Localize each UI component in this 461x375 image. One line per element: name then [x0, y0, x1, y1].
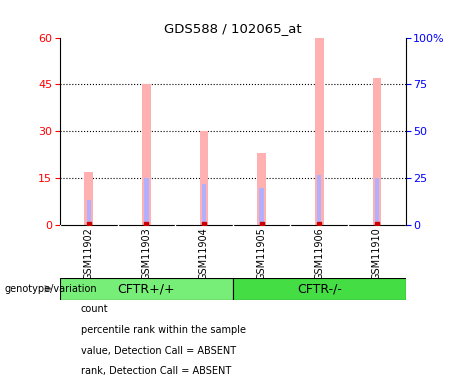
- Text: CFTR-/-: CFTR-/-: [297, 282, 342, 295]
- Bar: [372, 78, 381, 225]
- Text: GSM11910: GSM11910: [372, 228, 382, 280]
- Bar: [315, 38, 324, 225]
- Text: GSM11905: GSM11905: [257, 228, 266, 280]
- Text: count: count: [81, 304, 108, 314]
- Bar: [84, 172, 93, 225]
- Bar: [260, 188, 264, 225]
- Bar: [202, 184, 206, 225]
- Bar: [144, 178, 148, 225]
- Text: CFTR+/+: CFTR+/+: [118, 282, 175, 295]
- FancyBboxPatch shape: [60, 278, 233, 300]
- Text: value, Detection Call = ABSENT: value, Detection Call = ABSENT: [81, 346, 236, 355]
- Bar: [375, 178, 379, 225]
- Bar: [200, 131, 208, 225]
- Title: GDS588 / 102065_at: GDS588 / 102065_at: [164, 22, 301, 35]
- Text: percentile rank within the sample: percentile rank within the sample: [81, 325, 246, 335]
- FancyBboxPatch shape: [233, 278, 406, 300]
- Bar: [317, 175, 321, 225]
- Text: genotype/variation: genotype/variation: [5, 284, 97, 294]
- Text: rank, Detection Call = ABSENT: rank, Detection Call = ABSENT: [81, 366, 231, 375]
- Bar: [257, 153, 266, 225]
- Text: GSM11904: GSM11904: [199, 228, 209, 280]
- Text: GSM11906: GSM11906: [314, 228, 324, 280]
- Bar: [142, 84, 151, 225]
- Text: GSM11903: GSM11903: [142, 228, 151, 280]
- Text: GSM11902: GSM11902: [84, 228, 94, 280]
- Bar: [87, 200, 91, 225]
